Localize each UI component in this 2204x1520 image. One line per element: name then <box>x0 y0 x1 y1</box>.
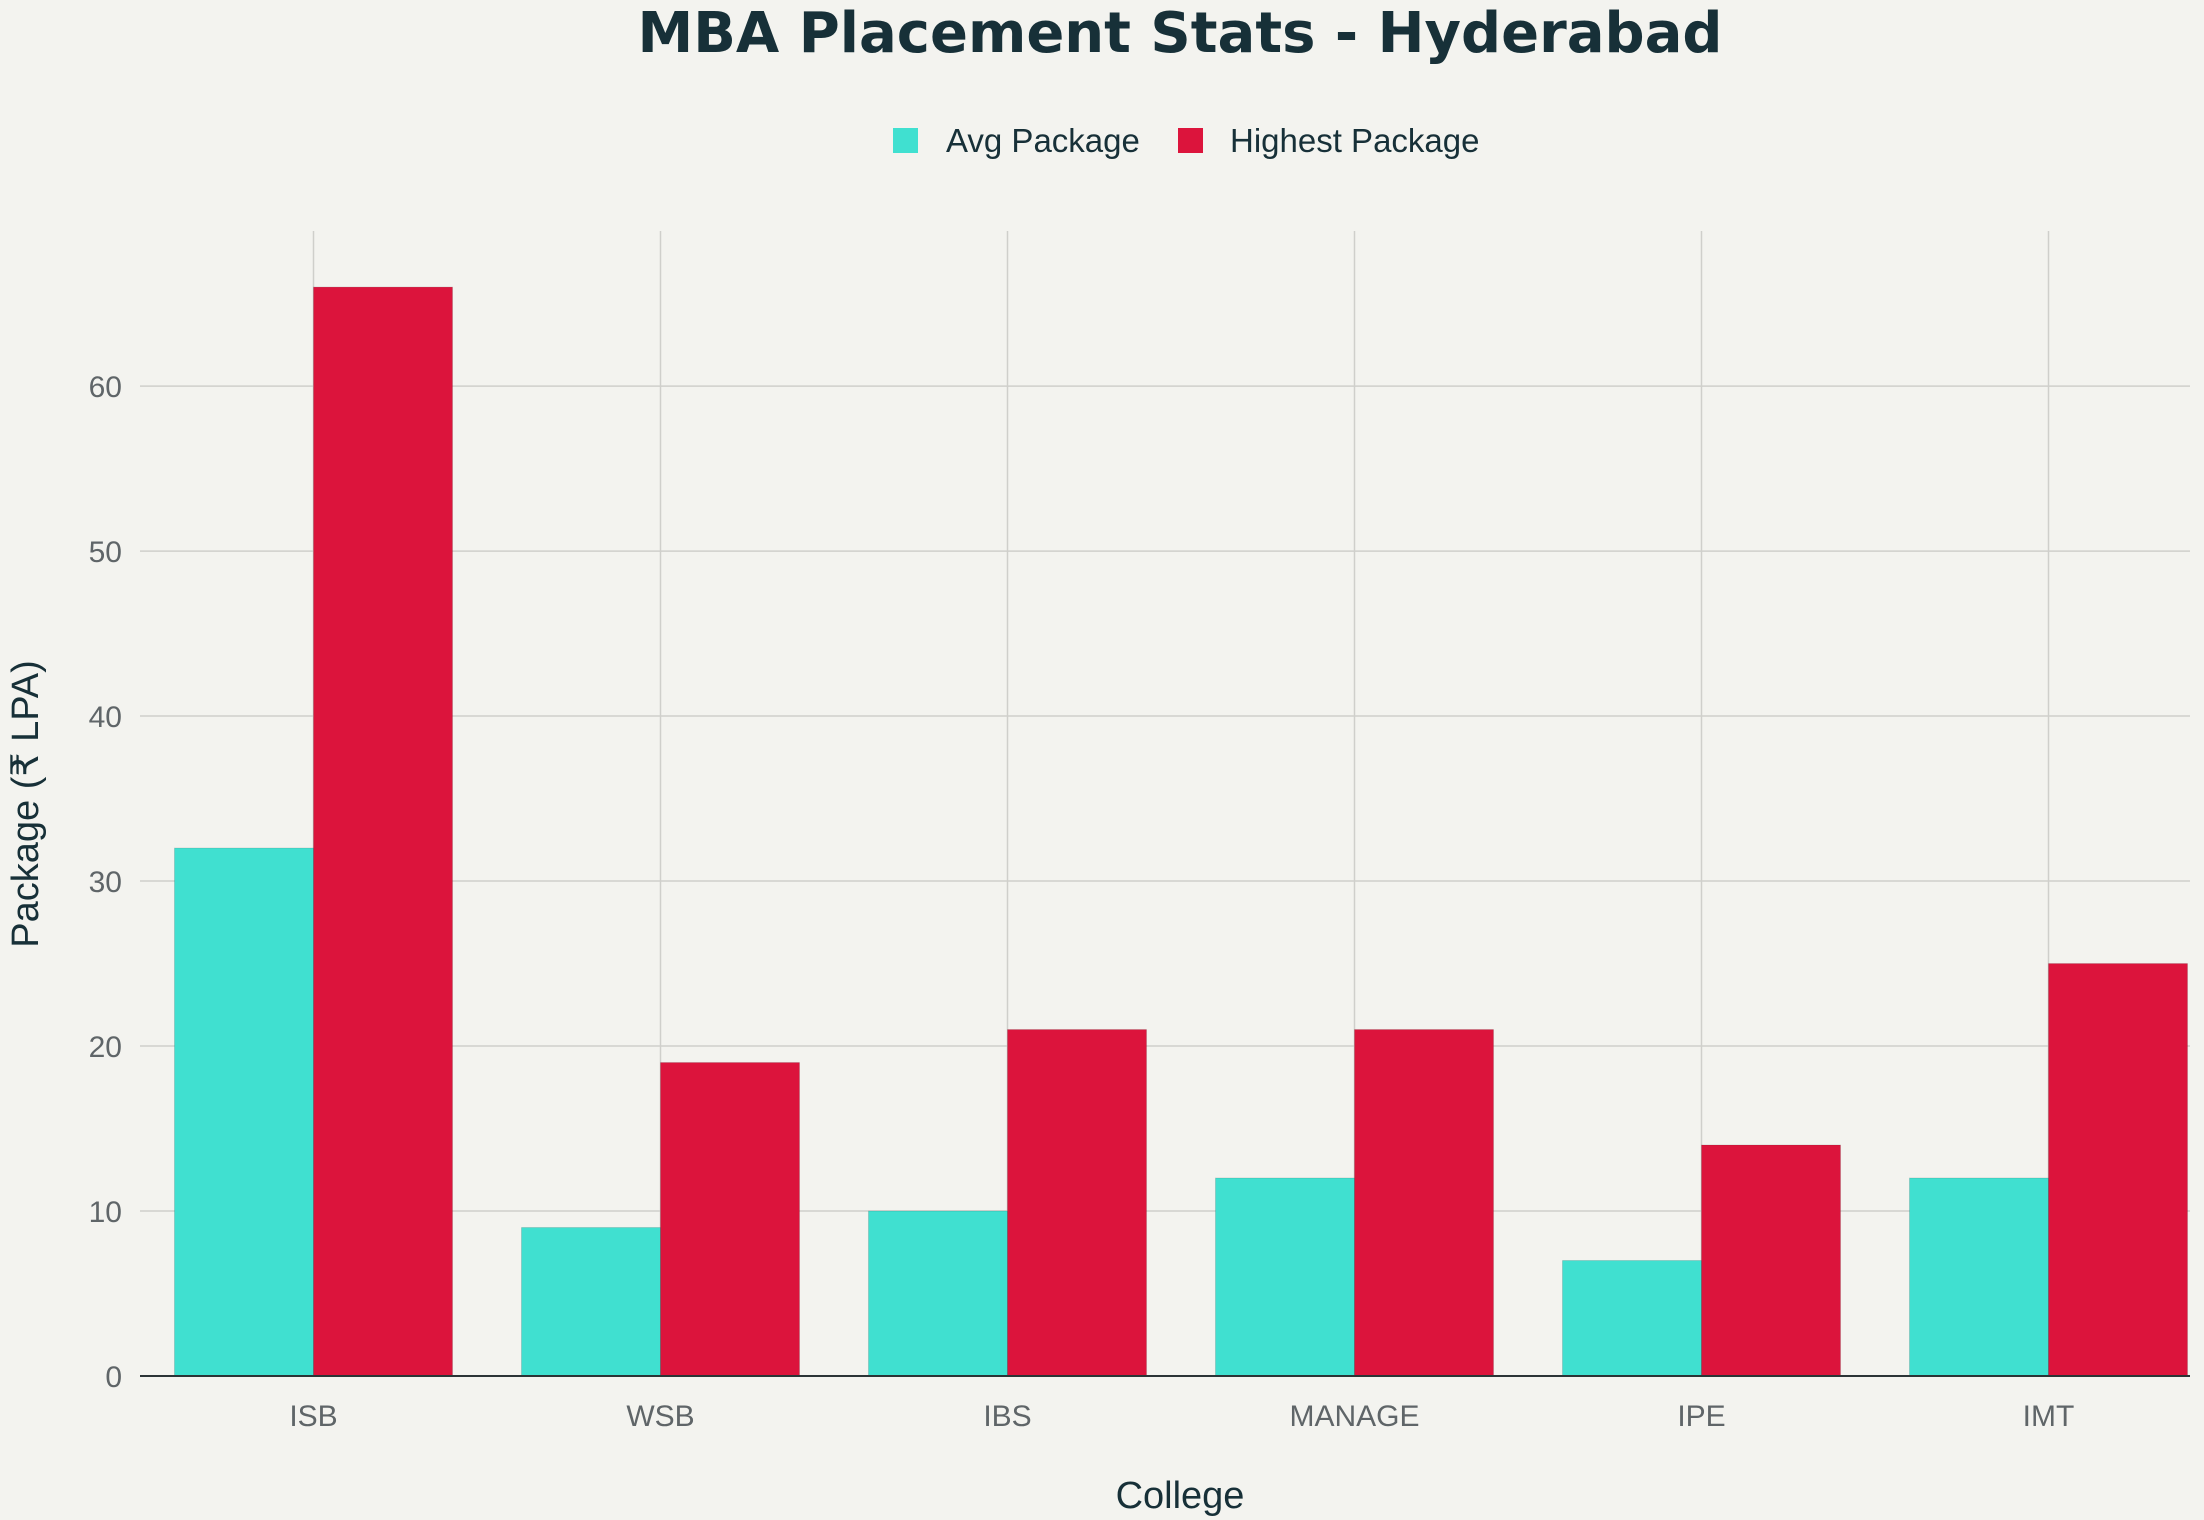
y-tick-label-40: 40 <box>89 701 122 734</box>
bar-highest-package-manage[interactable] <box>1354 1029 1494 1377</box>
bar-highest-package-ipe[interactable] <box>1701 1144 1841 1377</box>
bar-highest-package-imt[interactable] <box>2048 963 2188 1377</box>
x-tick-label-ipe: IPE <box>1677 1400 1725 1433</box>
bar-highest-package-ibs[interactable] <box>1007 1029 1147 1377</box>
bar-avg-package-isb[interactable] <box>174 847 314 1377</box>
y-tick-label-50: 50 <box>89 536 122 569</box>
bars <box>174 286 2188 1377</box>
y-axis-title: Package (₹ LPA) <box>5 660 47 948</box>
axes: 0 10 20 30 40 50 60 ISB WSB IBS MANAGE IPE IMT <box>89 371 2190 1433</box>
y-tick-label-10: 10 <box>89 1196 122 1229</box>
x-tick-label-wsb: WSB <box>626 1400 694 1433</box>
bar-avg-package-imt[interactable] <box>1909 1177 2049 1377</box>
x-tick-label-manage: MANAGE <box>1289 1400 1419 1433</box>
bar-highest-package-wsb[interactable] <box>660 1062 800 1377</box>
x-tick-label-isb: ISB <box>289 1400 337 1433</box>
legend-swatch-avg-package[interactable] <box>893 128 918 153</box>
legend-label-highest-package[interactable]: Highest Package <box>1230 122 1479 159</box>
legend-label-avg-package[interactable]: Avg Package <box>946 122 1140 159</box>
legend-swatch-highest-package[interactable] <box>1178 128 1203 153</box>
y-tick-label-30: 30 <box>89 866 122 899</box>
legend: Avg Package Highest Package <box>893 122 1479 159</box>
x-axis-title: College <box>1116 1475 1245 1517</box>
bar-avg-package-ibs[interactable] <box>868 1210 1008 1377</box>
bar-highest-package-isb[interactable] <box>313 286 453 1377</box>
y-tick-label-0: 0 <box>105 1361 122 1394</box>
y-tick-label-20: 20 <box>89 1031 122 1064</box>
chart-title: MBA Placement Stats - Hyderabad <box>638 1 1723 66</box>
bar-avg-package-ipe[interactable] <box>1562 1260 1702 1377</box>
x-tick-label-ibs: IBS <box>983 1400 1031 1433</box>
bar-avg-package-manage[interactable] <box>1215 1177 1355 1377</box>
bar-avg-package-wsb[interactable] <box>521 1227 661 1377</box>
y-tick-label-60: 60 <box>89 371 122 404</box>
x-tick-label-imt: IMT <box>2023 1400 2075 1433</box>
